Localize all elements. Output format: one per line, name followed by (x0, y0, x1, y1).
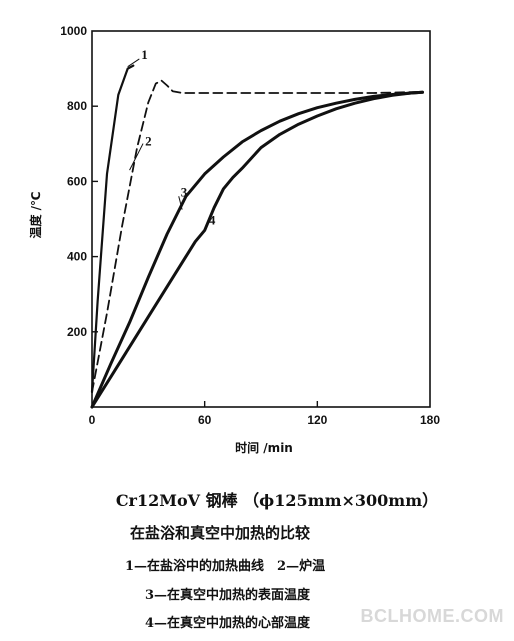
series-line-1 (90, 64, 135, 394)
plot-area: 0 60 120 180 200 400 600 800 1000 1 2 3 4 (60, 24, 440, 427)
plot-frame (91, 30, 431, 408)
y-axis-label: 温度 /℃ (28, 191, 43, 238)
x-tick-label: 0 (89, 413, 96, 427)
curve-label-2: 2 (145, 134, 152, 149)
series-line-3 (90, 90, 424, 409)
x-tick-label: 120 (307, 413, 327, 427)
caption-legend-line-1: 1—在盐浴中的加热曲线 2—炉温 (125, 559, 326, 574)
x-tick-label: 60 (198, 413, 212, 427)
y-tick-label: 400 (67, 250, 87, 264)
series-line-2 (91, 79, 424, 393)
chart: 0 60 120 180 200 400 600 800 1000 1 2 3 4 温度 /℃ 时间 /… (28, 24, 440, 455)
x-tick-label: 180 (420, 413, 440, 427)
caption-legend-line-2: 3—在真空中加热的表面温度 (145, 588, 311, 603)
curve-label-leader (206, 220, 209, 227)
curve-label-leader (127, 58, 140, 68)
y-tick-label: 200 (67, 325, 87, 339)
series-line-4 (90, 90, 424, 409)
y-tick-label: 600 (67, 174, 87, 188)
caption-title: Cr12MoV 钢棒 （ϕ125mm×300mm） (115, 491, 439, 510)
watermark: BCLHOME.COM (360, 606, 504, 626)
curve-label-1: 1 (141, 47, 148, 62)
curve-label-leader (129, 143, 144, 171)
y-tick-label: 1000 (60, 24, 87, 38)
caption-subtitle: 在盐浴和真空中加热的比较 (130, 524, 311, 542)
x-axis-label: 时间 /min (235, 440, 293, 455)
y-tick-label: 800 (67, 99, 87, 113)
curve-label-3: 3 (181, 184, 188, 199)
curve-label-4: 4 (209, 213, 216, 228)
curve-label-leader (178, 196, 183, 210)
caption-legend-line-3: 4—在真空中加热的心部温度 (145, 616, 311, 631)
